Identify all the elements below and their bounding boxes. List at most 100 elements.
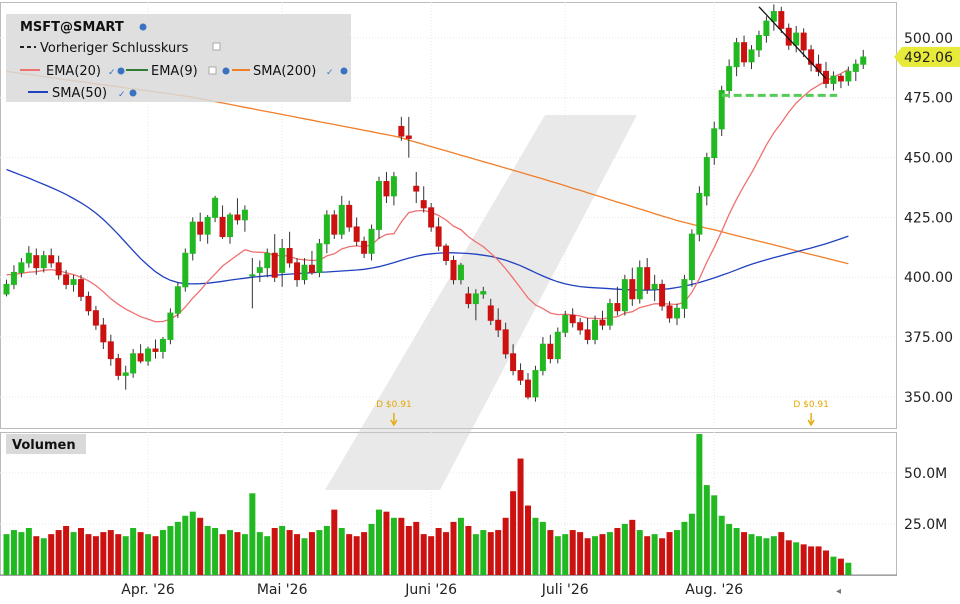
volume-bar [331, 509, 338, 575]
volume-bar [197, 517, 204, 575]
volume-bar [174, 521, 181, 575]
candle [368, 228, 375, 254]
volume-bar [748, 534, 755, 575]
volume-bar [480, 530, 487, 575]
volume-bar [837, 558, 844, 575]
volume-bar [733, 528, 740, 575]
candle [301, 264, 308, 281]
candle [808, 49, 815, 65]
globe-icon[interactable] [129, 89, 137, 97]
volume-bar [741, 532, 748, 575]
candle [599, 319, 606, 326]
volume-bar [629, 519, 636, 575]
candle [606, 303, 613, 326]
volume-bar [457, 517, 464, 575]
candle [577, 322, 584, 331]
candle [547, 343, 554, 360]
volume-bar [823, 550, 829, 575]
candle [308, 264, 315, 273]
candle [338, 204, 345, 235]
check-icon[interactable]: ✓ [326, 68, 334, 78]
volume-bar [465, 525, 472, 575]
volume-bar [286, 530, 293, 575]
time-tick-label: Mai '26 [257, 582, 308, 598]
volume-bar [92, 536, 99, 575]
volume-bar [390, 517, 397, 575]
candle [264, 252, 271, 269]
candle [249, 274, 256, 277]
candle [361, 240, 368, 254]
candle [674, 307, 680, 319]
volume-bar [361, 532, 368, 575]
candle [383, 180, 390, 197]
volume-bar [159, 530, 166, 575]
globe-icon[interactable] [222, 67, 230, 75]
volume-bar [212, 528, 219, 575]
volume-bar [711, 495, 718, 575]
volume-bar [308, 532, 315, 575]
legend-sma50: SMA(50) [52, 86, 107, 101]
volume-bar [778, 532, 785, 575]
volume-bar [696, 434, 703, 575]
check-icon[interactable]: ✓ [118, 90, 126, 100]
volume-tick-label: 25.0M [904, 517, 947, 533]
candle [204, 216, 211, 235]
candle [770, 11, 777, 22]
volume-bar [815, 546, 822, 575]
volume-bar [688, 513, 695, 575]
volume-bar [316, 530, 323, 575]
checkbox-icon[interactable] [212, 42, 221, 51]
volume-bar [353, 536, 360, 575]
candle [480, 291, 487, 295]
volume-bar [614, 528, 621, 575]
volume-bar [405, 525, 412, 575]
volume-bar [755, 536, 762, 575]
volume-bar [413, 521, 420, 575]
candle [614, 303, 621, 312]
globe-icon[interactable] [139, 23, 147, 31]
candle [666, 305, 673, 319]
volume-bar [85, 534, 92, 575]
globe-icon[interactable] [340, 67, 348, 75]
candle [778, 11, 785, 29]
volume-bar [517, 458, 524, 575]
candle [450, 259, 457, 281]
volume-bar [70, 532, 77, 575]
candle [644, 267, 651, 290]
volume-bar [539, 521, 546, 575]
volume-label-box [6, 434, 86, 454]
candle [584, 329, 591, 340]
volume-bar [48, 534, 55, 575]
candle [137, 353, 144, 362]
volume-bar [621, 523, 628, 575]
candle [636, 267, 643, 300]
candle [748, 49, 755, 63]
globe-icon[interactable] [117, 67, 125, 75]
candle [331, 214, 338, 235]
candle [130, 353, 137, 374]
price-tick-label: 425.00 [904, 210, 953, 226]
volume-bar [55, 530, 62, 575]
candle [48, 255, 55, 264]
checkbox-icon[interactable] [208, 66, 217, 75]
volume-bar [592, 536, 599, 575]
check-icon[interactable]: ✓ [108, 68, 116, 78]
volume-bar [3, 534, 10, 575]
candle [100, 324, 107, 343]
volume-bar [376, 509, 382, 575]
volume-bar [115, 534, 122, 575]
volume-bar [644, 536, 651, 575]
candle [688, 233, 695, 281]
legend-box [6, 14, 351, 102]
volume-bar [487, 532, 494, 575]
candle [823, 70, 829, 84]
candle [107, 341, 114, 360]
volume-bar [219, 534, 226, 575]
volume-bar [532, 517, 539, 575]
candle [398, 125, 405, 137]
candle [271, 252, 278, 278]
volume-bar [137, 532, 144, 575]
scroll-right-icon[interactable]: ◂ [836, 586, 841, 597]
volume-bar [681, 521, 688, 575]
